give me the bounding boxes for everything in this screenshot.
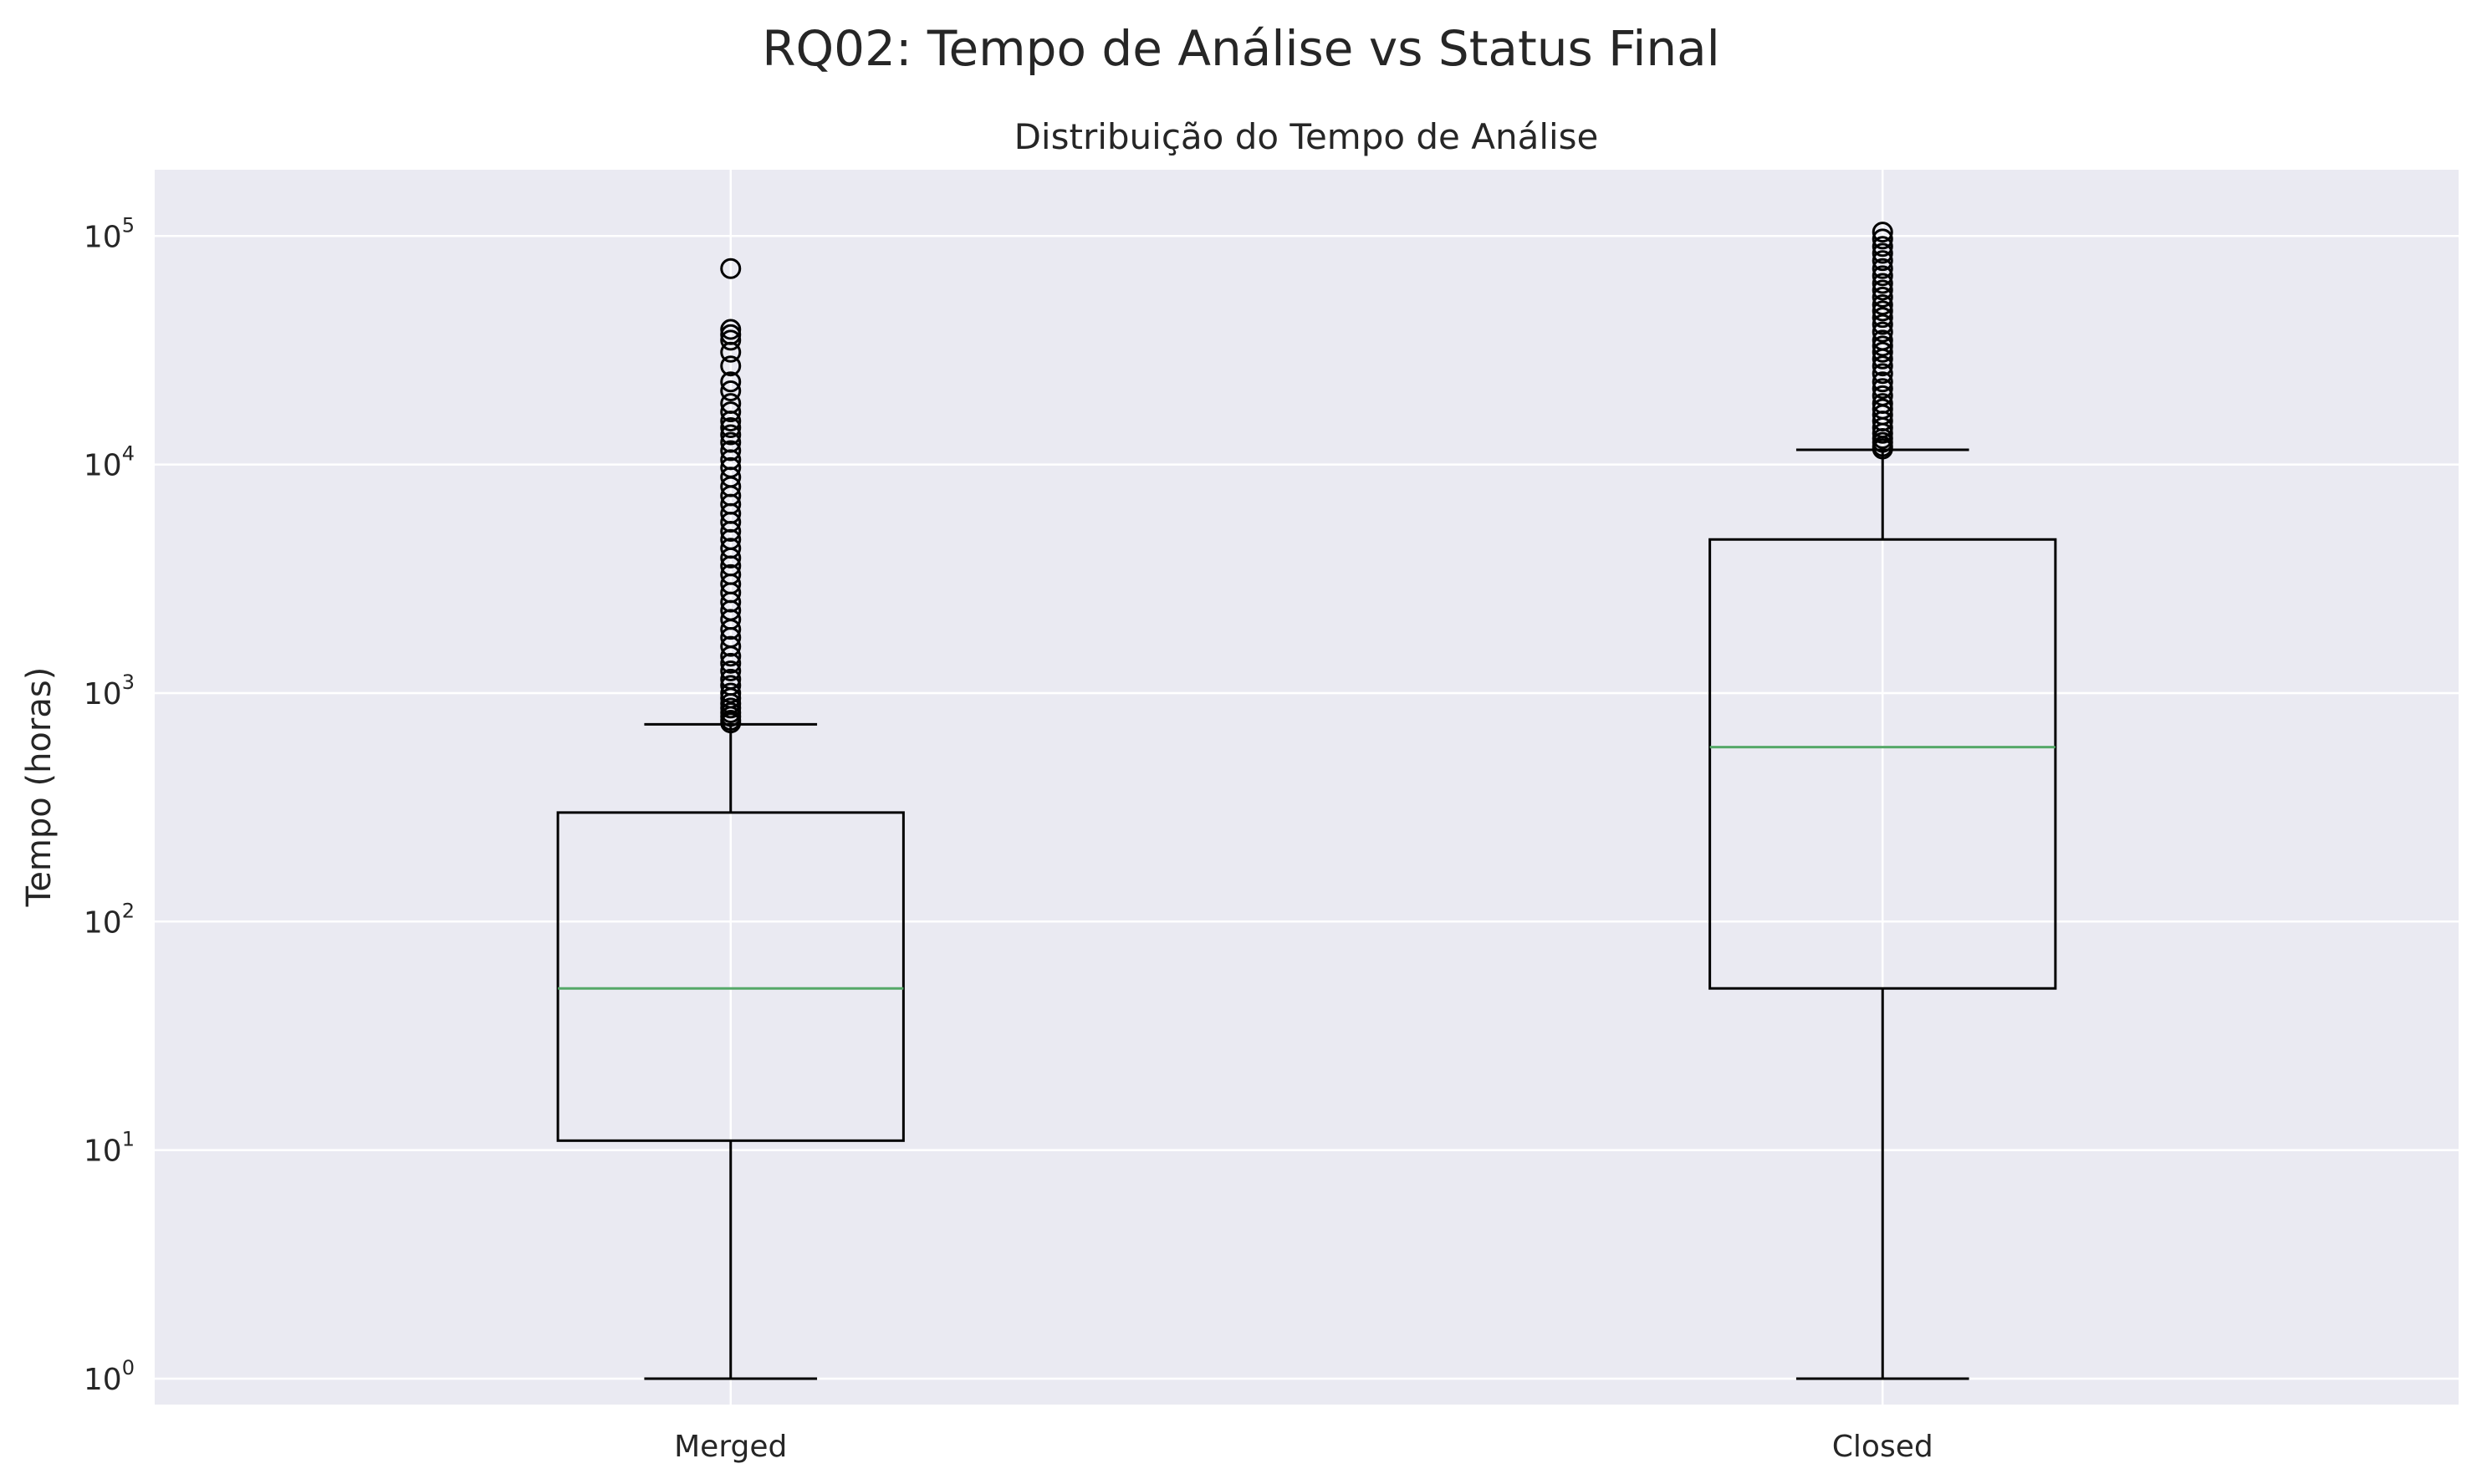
outlier-point — [720, 319, 742, 340]
outlier-point — [720, 401, 742, 423]
outlier-point — [720, 668, 742, 690]
box-group-closed — [1708, 222, 2057, 1380]
outlier-point — [1872, 228, 1893, 250]
grid-lines — [155, 170, 2459, 1405]
box-iqr — [556, 811, 905, 1142]
outlier-point — [720, 380, 742, 402]
y-tick-label: 103 — [84, 671, 135, 711]
outlier-point — [1872, 341, 1893, 363]
outlier-point — [720, 417, 742, 439]
outlier-point — [1872, 378, 1893, 400]
outlier-point — [1872, 398, 1893, 420]
outlier-point — [1872, 371, 1893, 393]
box-series — [556, 222, 2057, 1380]
x-tick-label: Closed — [1832, 1430, 1933, 1464]
y-tick-label: 105 — [84, 213, 135, 254]
outlier-point — [720, 675, 742, 696]
axes-background — [155, 170, 2459, 1405]
outlier-point — [1872, 335, 1893, 357]
outlier-point — [1872, 279, 1893, 301]
outlier-point — [1872, 314, 1893, 335]
outlier-point — [1872, 273, 1893, 294]
outlier-point — [720, 682, 742, 704]
box-iqr — [1708, 538, 2057, 990]
figure-suptitle: RQ02: Tempo de Análise vs Status Final — [762, 20, 1720, 77]
outlier-point — [720, 258, 742, 279]
outlier-point — [1872, 307, 1893, 329]
outlier-point — [720, 660, 742, 681]
outlier-point — [1872, 355, 1893, 377]
outlier-point — [720, 424, 742, 446]
y-tick-label: 102 — [84, 899, 135, 940]
outlier-point — [1872, 258, 1893, 279]
outlier-point — [720, 635, 742, 657]
outlier-point — [1872, 236, 1893, 258]
outlier-point — [1872, 385, 1893, 406]
outlier-point — [720, 456, 742, 478]
outlier-point — [1872, 250, 1893, 272]
outlier-point — [1872, 265, 1893, 287]
outlier-point — [720, 329, 742, 351]
outlier-point — [720, 440, 742, 462]
y-axis-label: Tempo (horas) — [20, 667, 59, 908]
outlier-point — [720, 652, 742, 674]
y-tick-label: 104 — [84, 442, 135, 483]
outlier-point — [1872, 286, 1893, 308]
outlier-point — [720, 538, 742, 559]
outlier-point — [1872, 222, 1893, 243]
axes-title: Distribuição do Tempo de Análise — [1014, 116, 1599, 157]
outlier-point — [720, 431, 742, 453]
outlier-point — [1872, 294, 1893, 316]
outlier-point — [720, 324, 742, 345]
outlier-point — [1872, 329, 1893, 351]
outlier-point — [720, 371, 742, 393]
outlier-point — [720, 564, 742, 585]
outlier-point — [1872, 393, 1893, 415]
outlier-point — [1872, 321, 1893, 343]
outlier-point — [1872, 300, 1893, 322]
box-group-merged — [556, 258, 905, 1380]
outlier-point — [720, 355, 742, 377]
y-tick-label: 100 — [84, 1356, 135, 1397]
x-tick-label: Merged — [674, 1430, 787, 1464]
y-tick-label: 101 — [84, 1128, 135, 1169]
x-axis-ticks: Merged Closed — [674, 1430, 1933, 1464]
y-axis-ticks: 100 101 102 103 104 105 — [84, 213, 135, 1397]
outlier-point — [1872, 363, 1893, 385]
outlier-point — [1872, 242, 1893, 264]
outlier-point — [720, 393, 742, 415]
